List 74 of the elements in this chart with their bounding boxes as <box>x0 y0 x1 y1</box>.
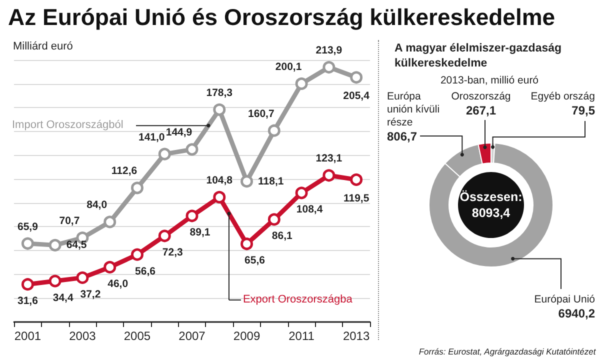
data-label: 144,9 <box>166 126 192 139</box>
data-label: 84,0 <box>86 199 108 212</box>
point <box>268 213 280 226</box>
data-label: 806,7 <box>387 130 418 144</box>
data-label: 70,7 <box>59 215 80 228</box>
data-label: 213,9 <box>316 44 342 57</box>
point <box>350 173 363 186</box>
chart-title: A magyar élelmiszer-gazdaság külkereskedelme <box>394 42 565 70</box>
data-label: 160,7 <box>248 108 274 120</box>
slice-label: Európai Unió <box>534 294 596 306</box>
point <box>158 148 171 160</box>
chart-subtitle: 2013-ban, millió euró <box>440 74 539 86</box>
slice-label: Egyéb ország <box>530 90 596 102</box>
data-label: 31,6 <box>17 295 38 308</box>
data-label: 34,4 <box>52 292 74 304</box>
x-tick-label: 2001 <box>14 329 42 343</box>
data-label: 64,5 <box>66 239 87 252</box>
point <box>186 143 198 156</box>
data-label: 37,2 <box>80 288 101 300</box>
data-label: 79,5 <box>572 104 596 118</box>
data-label: 86,1 <box>272 230 293 242</box>
point <box>48 238 62 252</box>
data-label: 65,6 <box>244 254 266 267</box>
text: Forrás: Eurostat, Agrárgazdasági Kutatóintézet <box>418 346 596 356</box>
data-label: 104,8 <box>206 174 233 186</box>
point <box>130 182 144 194</box>
point <box>295 186 308 200</box>
point <box>213 103 226 116</box>
x-tick-label: 2013 <box>342 329 370 343</box>
point <box>76 271 89 284</box>
slice-label: Európa unión kívüli része <box>387 90 440 128</box>
data-label: 112,6 <box>111 165 138 178</box>
data-label: 65,9 <box>17 220 38 233</box>
data-label: 267,1 <box>466 104 496 118</box>
data-label: 200,1 <box>275 60 302 73</box>
data-label: 46,0 <box>108 278 128 290</box>
point <box>322 61 336 74</box>
data-label: 119,5 <box>343 192 370 204</box>
point <box>322 169 336 182</box>
text: Import Oroszországból <box>12 119 124 132</box>
point <box>158 230 171 242</box>
x-tick-label: 2005 <box>124 329 151 343</box>
point <box>213 190 226 204</box>
point <box>186 210 198 222</box>
x-tick-label: 2007 <box>178 329 206 343</box>
text: Export Oroszországba <box>242 294 354 306</box>
chart-title: Az Európai Unió és Oroszország külkereskedelme <box>8 4 556 31</box>
point <box>240 175 254 188</box>
point <box>48 274 62 288</box>
point <box>268 124 280 137</box>
point <box>104 260 116 274</box>
data-label: 205,4 <box>343 90 370 102</box>
point <box>130 248 144 261</box>
data-label: 178,3 <box>206 86 233 99</box>
data-label: 141,0 <box>138 131 165 144</box>
point <box>295 77 308 90</box>
data-label: 89,1 <box>190 226 210 239</box>
data-label: 72,3 <box>162 246 183 259</box>
point <box>104 216 116 228</box>
point <box>240 238 254 250</box>
x-tick-label: 2009 <box>233 329 260 343</box>
data-label: 118,1 <box>258 175 284 188</box>
slice-label: Oroszország <box>451 90 511 102</box>
text: Összesen: 8093,4 <box>460 190 522 220</box>
data-label: 123,1 <box>316 152 342 165</box>
y-axis-title: Milliárd euró <box>13 40 73 52</box>
x-tick-label: 2003 <box>69 329 96 343</box>
point <box>21 237 34 250</box>
x-tick-label: 2011 <box>288 329 315 343</box>
point <box>21 278 34 291</box>
data-label: 6940,2 <box>558 306 596 320</box>
data-label: 56,6 <box>135 265 156 278</box>
point <box>350 71 363 84</box>
data-label: 108,4 <box>296 204 323 216</box>
